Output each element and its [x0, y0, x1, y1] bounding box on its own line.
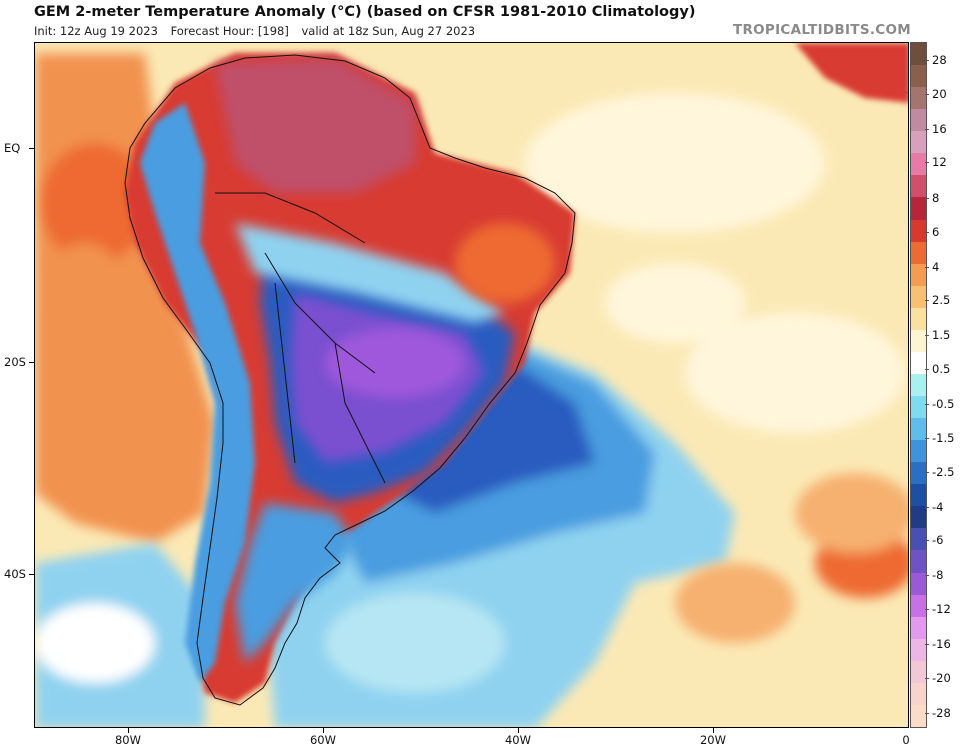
- legend-swatch: [911, 241, 926, 265]
- lon-label-80w: 80W: [114, 733, 142, 747]
- legend-label: -2.5: [932, 465, 955, 479]
- map-title: GEM 2-meter Temperature Anomaly (°C) (ba…: [34, 4, 696, 20]
- legend-tick: [925, 60, 929, 61]
- africa-corner: [795, 43, 908, 103]
- legend-tick: [925, 472, 929, 473]
- legend-swatch: [911, 572, 926, 596]
- legend-swatch: [911, 131, 926, 154]
- legend-label: -1.5: [932, 431, 955, 445]
- legend-swatch: [911, 638, 926, 662]
- pacific-warm-anomaly: [35, 53, 215, 543]
- south-america-landmass: [125, 53, 575, 703]
- color-legend: 28 20 16 12 8 6 4 2.5 1.5 0.5 -0.5 -1.5 -2.5 -4 -6 -8 -1…: [910, 42, 961, 728]
- legend-tick: [925, 369, 929, 370]
- legend-swatch: [911, 528, 926, 551]
- legend-tick: [925, 232, 929, 233]
- lon-label-20w: 20W: [699, 733, 727, 747]
- legend-tick: [925, 198, 929, 199]
- legend-tick: [925, 94, 929, 95]
- legend-swatch: [911, 594, 926, 618]
- lon-label-60w: 60W: [309, 733, 337, 747]
- lat-label-40s: 40S: [4, 567, 26, 581]
- map-canvas[interactable]: [34, 42, 909, 728]
- legend-label: 20: [932, 87, 947, 101]
- legend-tick: [925, 678, 929, 679]
- legend-tick: [925, 575, 929, 576]
- coastlines: [124, 52, 908, 706]
- legend-tick: [925, 609, 929, 610]
- legend-label: -8: [932, 568, 944, 582]
- legend-swatch: [911, 285, 926, 309]
- legend-tick: [925, 267, 929, 268]
- east-atlantic-warm-anomaly: [675, 473, 908, 643]
- legend-swatch: [911, 175, 926, 198]
- lat-label-eq: EQ: [4, 141, 21, 155]
- legend-label: 16: [932, 122, 947, 136]
- pacific-cool-anomaly: [35, 543, 205, 727]
- map-subtitle: Init: 12z Aug 19 2023 Forecast Hour: [19…: [34, 24, 484, 38]
- legend-label: 12: [932, 155, 947, 169]
- legend-tick: [925, 162, 929, 163]
- legend-tick: [925, 129, 929, 130]
- legend-label: 0.5: [932, 362, 951, 376]
- legend-swatch: [911, 616, 926, 640]
- legend-label: -0.5: [932, 397, 955, 411]
- forecast-hour: Forecast Hour: [198]: [170, 24, 289, 38]
- legend-label: -16: [932, 637, 951, 651]
- legend-label: 28: [932, 53, 947, 67]
- legend-swatch: [911, 307, 926, 331]
- legend-swatch: [911, 660, 926, 684]
- legend-label: 1.5: [932, 328, 951, 342]
- temperature-anomaly-map: [35, 43, 908, 727]
- legend-label: 6: [932, 225, 940, 239]
- legend-label: -12: [932, 602, 951, 616]
- legend-swatch: [911, 396, 926, 419]
- legend-swatch: [911, 65, 926, 88]
- legend-label: 2.5: [932, 293, 951, 307]
- legend-swatch: [911, 462, 926, 485]
- legend-swatch: [911, 87, 926, 110]
- brand-watermark: TROPICALTIDBITS.COM: [732, 22, 911, 38]
- legend-swatch: [911, 43, 926, 66]
- valid-time: valid at 18z Sun, Aug 27 2023: [301, 24, 476, 38]
- legend-swatch: [911, 418, 926, 441]
- legend-tick: [925, 404, 929, 405]
- init-time: Init: 12z Aug 19 2023: [34, 24, 158, 38]
- legend-swatch: [911, 550, 926, 574]
- lon-label-40w: 40W: [504, 733, 532, 747]
- lat-label-20s: 20S: [4, 355, 26, 369]
- legend-swatch: [911, 704, 926, 728]
- legend-tick: [925, 507, 929, 508]
- legend-swatch: [911, 682, 926, 706]
- legend-tick: [925, 335, 929, 336]
- atlantic-cold-anomaly: [265, 333, 735, 727]
- legend-swatch: [911, 351, 926, 375]
- legend-swatch: [911, 506, 926, 529]
- legend-swatch: [911, 197, 926, 220]
- pale-ocean-patches: [215, 93, 905, 433]
- legend-tick: [925, 644, 929, 645]
- legend-swatch: [911, 153, 926, 176]
- legend-label: -20: [932, 671, 951, 685]
- legend-tick: [925, 438, 929, 439]
- legend-label: -4: [932, 500, 944, 514]
- legend-swatch: [911, 329, 926, 353]
- legend-tick: [925, 300, 929, 301]
- legend-label: -28: [932, 706, 951, 720]
- legend-swatch: [911, 373, 926, 397]
- legend-label: 4: [932, 260, 940, 274]
- lon-label-0: 0: [902, 733, 910, 747]
- legend-tick: [925, 713, 929, 714]
- legend-swatch: [911, 219, 926, 243]
- legend-swatch: [911, 440, 926, 463]
- legend-label: 8: [932, 191, 940, 205]
- legend-tick: [925, 540, 929, 541]
- legend-swatch: [911, 263, 926, 287]
- legend-swatch: [911, 484, 926, 507]
- legend-label: -6: [932, 533, 944, 547]
- legend-swatch: [911, 109, 926, 132]
- legend-colorbar: [910, 42, 927, 728]
